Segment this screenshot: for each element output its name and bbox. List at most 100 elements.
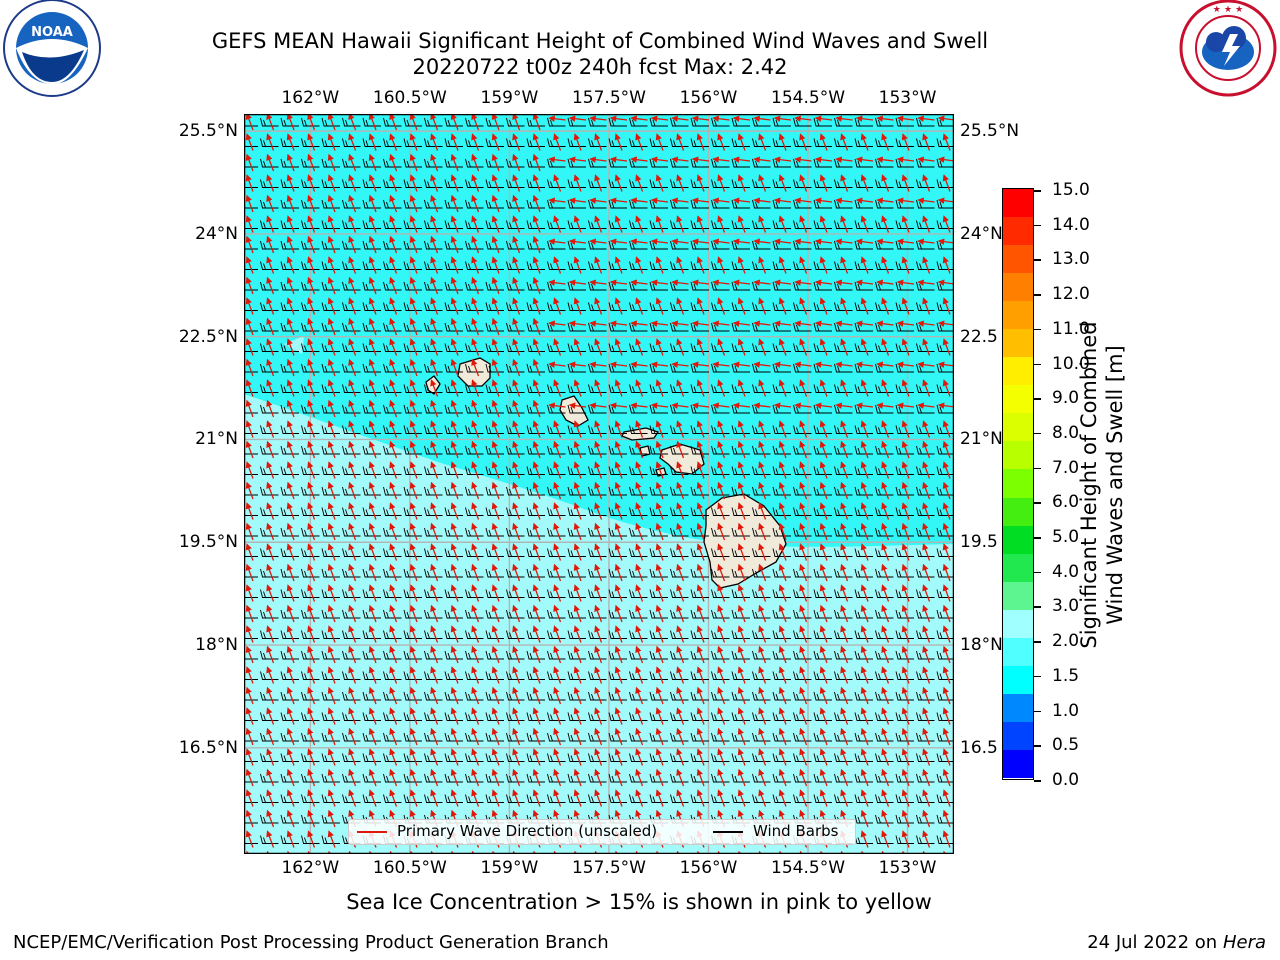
wave-direction-arrow xyxy=(758,133,767,151)
wave-direction-arrow xyxy=(773,115,792,122)
wave-direction-arrow xyxy=(532,194,541,213)
wave-direction-arrow xyxy=(307,256,316,274)
wave-direction-arrow xyxy=(286,276,295,295)
wave-direction-arrow xyxy=(737,133,746,151)
wind-barb xyxy=(526,179,545,188)
colorbar-tick-label: 5.0 xyxy=(1052,527,1080,548)
wind-barb xyxy=(588,179,607,188)
wind-barb xyxy=(362,158,381,168)
colorbar-tick-label: 1.5 xyxy=(1052,665,1080,686)
wave-direction-arrow xyxy=(512,215,521,233)
wind-barb xyxy=(260,240,279,250)
wind-barb xyxy=(895,302,914,311)
wind-barb xyxy=(321,158,340,168)
wind-barb xyxy=(813,138,832,147)
wind-barb xyxy=(670,261,689,270)
wave-direction-arrow xyxy=(245,114,254,131)
wave-direction-arrow xyxy=(614,256,623,274)
wind-barb xyxy=(260,281,279,291)
wind-barb xyxy=(362,220,381,229)
wave-direction-arrow xyxy=(778,133,787,151)
colorbar-tick-mark xyxy=(1034,502,1041,504)
island-maui xyxy=(659,443,705,475)
wave-direction-arrow xyxy=(696,133,705,151)
wave-direction-arrow xyxy=(286,235,295,254)
wave-direction-arrow xyxy=(532,297,541,315)
wave-direction-arrow xyxy=(901,256,910,274)
wave-direction-arrow xyxy=(840,133,849,151)
wave-direction-arrow xyxy=(430,297,439,315)
lat-tick-left: 21°N xyxy=(195,429,238,450)
wave-direction-arrow xyxy=(368,133,377,151)
wave-direction-arrow xyxy=(389,133,398,151)
wind-barb xyxy=(690,302,709,311)
colorbar-cell xyxy=(1003,441,1033,470)
wind-barb xyxy=(383,220,402,229)
colorbar-label-line1: Significant Height of Combined xyxy=(1077,321,1101,649)
wave-direction-arrow xyxy=(389,114,398,131)
wave-direction-arrow xyxy=(548,115,566,122)
wave-direction-arrow xyxy=(430,174,439,192)
wind-barb xyxy=(670,302,689,311)
map-panel: Primary Wave Direction (unscaled) Wind B… xyxy=(243,113,955,855)
wind-barb xyxy=(321,220,340,229)
wave-direction-arrow xyxy=(635,297,644,315)
wind-barb xyxy=(260,302,279,311)
wave-direction-arrow xyxy=(348,174,357,192)
wave-direction-arrow xyxy=(532,215,541,233)
wave-direction-arrow xyxy=(471,174,480,192)
wave-direction-arrow xyxy=(589,197,607,204)
wave-direction-arrow xyxy=(266,215,275,233)
wave-direction-arrow xyxy=(491,297,500,315)
wave-direction-arrow xyxy=(548,197,566,204)
legend-wave-swatch xyxy=(357,831,387,833)
wind-barb xyxy=(526,261,545,270)
wind-barb xyxy=(424,261,443,270)
wave-direction-arrow xyxy=(876,279,894,286)
wave-direction-arrow xyxy=(650,238,669,245)
wave-direction-arrow xyxy=(266,133,275,151)
wave-direction-arrow xyxy=(491,235,500,254)
wave-direction-arrow xyxy=(573,133,582,151)
wave-direction-arrow xyxy=(286,133,295,151)
wave-direction-arrow xyxy=(614,133,623,151)
lon-tick-top: 153°W xyxy=(878,88,937,108)
wind-barb xyxy=(485,281,504,291)
lon-tick-bottom: 157.5°W xyxy=(571,858,646,878)
colorbar-tick-label: 14.0 xyxy=(1052,214,1090,235)
wave-direction-arrow xyxy=(737,215,746,233)
wave-direction-arrow xyxy=(568,197,587,204)
wave-direction-arrow xyxy=(307,114,316,131)
wave-direction-arrow xyxy=(589,115,607,122)
wind-barb xyxy=(875,138,894,147)
wind-barb xyxy=(342,179,361,188)
colorbar-cell xyxy=(1003,217,1033,246)
wind-barb xyxy=(793,138,812,147)
wind-barb xyxy=(280,281,299,291)
wave-direction-arrow xyxy=(855,115,874,122)
wave-direction-arrow xyxy=(753,279,771,286)
map-legend: Primary Wave Direction (unscaled) Wind B… xyxy=(348,819,856,845)
wave-direction-arrow xyxy=(917,197,935,204)
lon-tick-top: 154.5°W xyxy=(771,88,846,108)
wave-direction-arrow xyxy=(835,279,853,286)
wind-barb xyxy=(465,261,484,270)
lat-tick-right: 24°N xyxy=(960,223,1003,244)
wind-barb xyxy=(465,117,484,127)
wind-barb xyxy=(465,179,484,188)
wind-barb xyxy=(711,138,730,147)
wave-direction-arrow xyxy=(917,279,935,286)
colorbar-tick-mark xyxy=(1034,398,1041,400)
wave-direction-arrow xyxy=(348,153,357,172)
wind-barb xyxy=(321,302,340,311)
wave-direction-arrow xyxy=(717,256,726,274)
wind-barb xyxy=(485,117,504,127)
wave-direction-arrow xyxy=(430,153,439,172)
wave-direction-arrow xyxy=(671,238,689,245)
wave-direction-arrow xyxy=(512,235,521,254)
wind-barb xyxy=(813,302,832,311)
wind-barb xyxy=(280,117,299,127)
wind-barb xyxy=(690,220,709,229)
wave-direction-arrow xyxy=(937,279,954,286)
wave-direction-arrow xyxy=(491,133,500,151)
